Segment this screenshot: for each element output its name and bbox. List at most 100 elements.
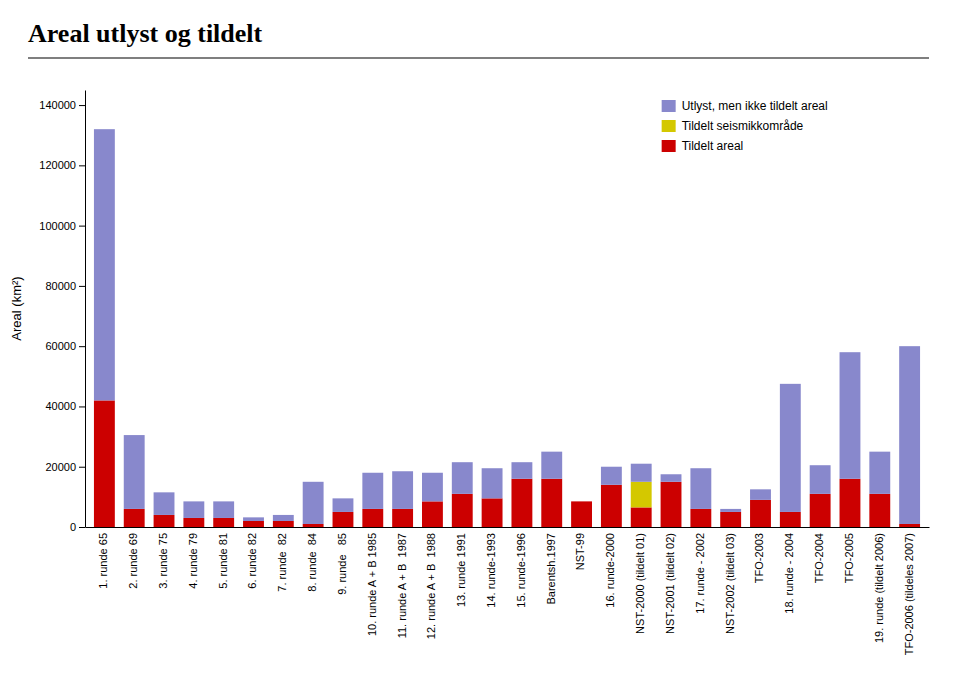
tick-mark xyxy=(79,286,85,287)
tick: 40000 xyxy=(45,400,85,412)
bar xyxy=(571,501,592,502)
tick-label: 9. runde 85 xyxy=(336,533,348,595)
bar xyxy=(422,473,443,502)
tick-label: 4. runde 79 xyxy=(187,533,199,589)
bar xyxy=(94,400,115,527)
x-axis: 1. runde 652. runde 693. runde 754. rund… xyxy=(86,528,930,656)
bar xyxy=(541,479,562,527)
legend-swatch xyxy=(662,120,676,132)
bar xyxy=(780,384,801,512)
bar xyxy=(511,462,532,479)
bar xyxy=(631,464,652,482)
bar xyxy=(750,500,771,527)
tick-mark xyxy=(79,527,85,528)
bar xyxy=(273,521,294,527)
legend: Utlyst, men ikke tildelt arealTildelt se… xyxy=(662,99,828,153)
bar xyxy=(273,515,294,521)
bar xyxy=(601,467,622,485)
tick-label: 120000 xyxy=(39,159,76,171)
bar xyxy=(124,509,145,527)
bar xyxy=(303,524,324,527)
tick: 5. runde 81 xyxy=(217,533,229,589)
tick: 12. runde A + B 1988 xyxy=(425,533,437,639)
tick-label: 0 xyxy=(70,521,76,533)
tick-label: TFO-2005 xyxy=(843,533,855,583)
tick: 1. runde 65 xyxy=(97,533,109,589)
tick-label: 18. runde - 2004 xyxy=(783,533,795,614)
tick: 19. runde (tildelt 2006) xyxy=(873,533,885,643)
tick: 16. runde-2000 xyxy=(604,533,616,608)
tick: Barentsh.1997 xyxy=(545,533,557,605)
bar xyxy=(213,518,234,527)
tick: 80000 xyxy=(45,280,85,292)
bar xyxy=(840,352,861,479)
bar xyxy=(690,509,711,527)
bar xyxy=(780,512,801,527)
bar xyxy=(183,518,204,527)
tick: TFO-2005 xyxy=(843,533,855,583)
tick: NST-2000 (tildelt 01) xyxy=(634,533,646,634)
bar xyxy=(333,498,354,512)
tick: 18. runde - 2004 xyxy=(783,533,795,614)
tick: 4. runde 79 xyxy=(187,533,199,589)
tick-label: 1. runde 65 xyxy=(97,533,109,589)
series xyxy=(631,482,652,508)
tick-mark xyxy=(79,105,85,106)
legend-swatch xyxy=(662,140,676,152)
tick: 17. runde - 2002 xyxy=(694,533,706,614)
tick: 20000 xyxy=(45,461,85,473)
tick-label: 17. runde - 2002 xyxy=(694,533,706,614)
bar xyxy=(571,501,592,502)
bar xyxy=(571,501,592,527)
tick: 140000 xyxy=(39,99,85,111)
bar xyxy=(422,501,443,527)
tick: 10. runde A + B 1985 xyxy=(366,533,378,636)
tick-label: 13. runde 1991 xyxy=(455,533,467,607)
bar xyxy=(869,494,890,527)
tick-label: 40000 xyxy=(45,400,76,412)
tick: 6. runde 82 xyxy=(246,533,258,589)
bar xyxy=(362,473,383,509)
bar xyxy=(661,474,682,482)
bar xyxy=(899,524,920,527)
tick-label: 60000 xyxy=(45,340,76,352)
series xyxy=(94,129,920,524)
legend-item: Tildelt seismikkområde xyxy=(662,119,804,133)
tick-label: TFO-2006 (tildeles 2007) xyxy=(903,533,915,655)
bar xyxy=(750,489,771,500)
tick-label: 16. runde-2000 xyxy=(604,533,616,608)
tick: NST-2001 (tildelt 02) xyxy=(664,533,676,634)
bar xyxy=(452,494,473,527)
tick: TFO-2003 xyxy=(753,533,765,583)
tick-mark xyxy=(79,346,85,347)
tick: 60000 xyxy=(45,340,85,352)
title-rule xyxy=(28,57,929,58)
bar xyxy=(720,509,741,512)
tick-label: 100000 xyxy=(39,220,76,232)
legend-label: Tildelt seismikkområde xyxy=(682,119,804,133)
tick-label: 10. runde A + B 1985 xyxy=(366,533,378,636)
tick-label: 19. runde (tildelt 2006) xyxy=(873,533,885,643)
bar xyxy=(810,494,831,527)
bar xyxy=(840,479,861,527)
tick: 0 xyxy=(70,521,85,533)
bar xyxy=(243,517,264,521)
tick: 100000 xyxy=(39,220,85,232)
tick-label: 11. runde A + B 1987 xyxy=(396,533,408,638)
bar xyxy=(869,452,890,494)
tick-label: Barentsh.1997 xyxy=(545,533,557,605)
tick-label: TFO-2003 xyxy=(753,533,765,583)
axis-title: Areal (km²) xyxy=(9,276,24,340)
tick-label: NST-99 xyxy=(574,533,586,570)
bar xyxy=(124,435,145,509)
legend-label: Tildelt areal xyxy=(682,139,744,153)
legend-item: Tildelt areal xyxy=(662,139,744,153)
tick-mark xyxy=(79,467,85,468)
tick: TFO-2006 (tildeles 2007) xyxy=(903,533,915,655)
chart: Areal utlyst og tildelt02000040000600008… xyxy=(0,0,959,692)
bar xyxy=(511,479,532,527)
tick: TFO-2004 xyxy=(813,533,825,583)
tick-label: NST-2000 (tildelt 01) xyxy=(634,533,646,634)
tick-label: 7. runde 82 xyxy=(276,533,288,592)
tick-label: NST-2001 (tildelt 02) xyxy=(664,533,676,634)
